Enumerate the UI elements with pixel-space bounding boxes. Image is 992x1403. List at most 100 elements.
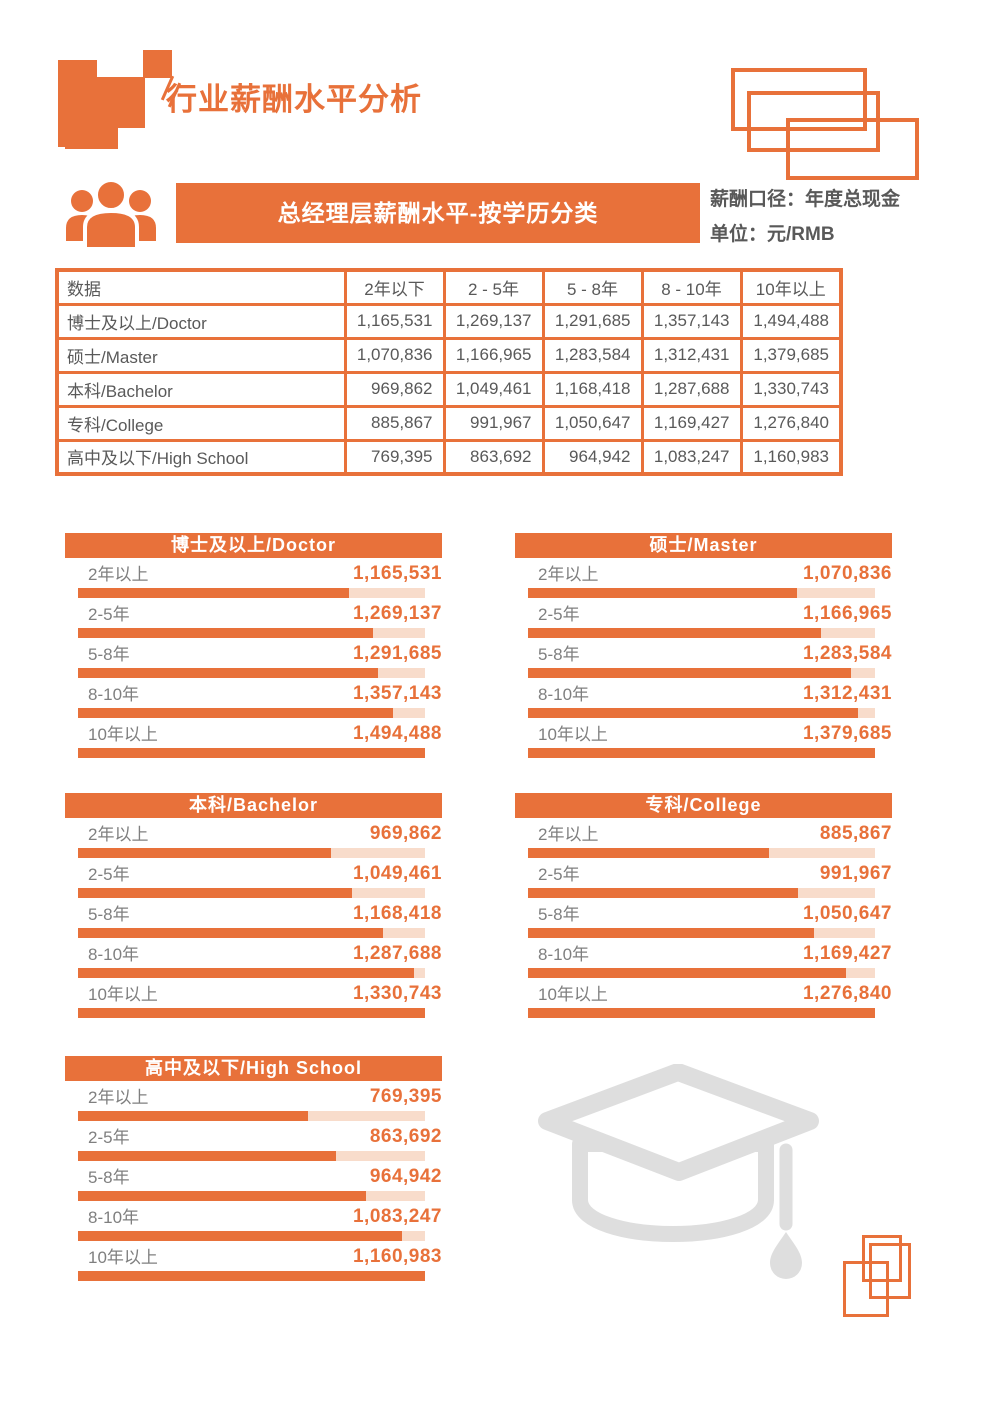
chart-row: 10年以上 1,379,685 (515, 718, 892, 758)
chart-value-label: 863,692 (369, 1126, 442, 1147)
table-cell-value: 1,083,247 (640, 438, 743, 476)
chart-bar-fill (78, 1111, 308, 1121)
chart-bar-fill (78, 928, 383, 938)
chart-bar-track (78, 848, 425, 858)
table-header-row: 数据 2年以下 2 - 5年 5 - 8年 8 - 10年 10年以上 (55, 268, 843, 306)
chart-value-label: 964,942 (369, 1166, 442, 1187)
chart-row-labels: 2-5年 863,692 (65, 1124, 442, 1148)
deco-square-outline (869, 1243, 911, 1299)
chart-bar-fill (528, 708, 859, 718)
section-banner: 总经理层薪酬水平-按学历分类 (176, 183, 700, 243)
chart-value-label: 1,168,418 (352, 903, 442, 924)
chart-value-label: 1,494,488 (352, 723, 442, 744)
table-cell-value: 1,169,427 (640, 404, 743, 442)
chart-category-label: 8-10年 (538, 685, 590, 704)
chart-row: 10年以上 1,494,488 (65, 718, 442, 758)
chart-bar-fill (78, 968, 414, 978)
table-cell-value: 1,050,647 (541, 404, 644, 442)
chart-bar-fill (528, 748, 875, 758)
table-cell-value: 964,942 (541, 438, 644, 476)
table-row-label: 硕士/Master (55, 336, 347, 374)
chart-category-label: 5-8年 (88, 905, 130, 924)
table-cell-value: 1,166,965 (442, 336, 545, 374)
chart-bar-track (528, 628, 875, 638)
chart-bar-track (78, 1008, 425, 1018)
page-title: 行业薪酬水平分析 (166, 82, 422, 117)
graduation-cap-icon (538, 1064, 819, 1279)
table-cell-value: 969,862 (343, 370, 446, 408)
note-unit: 单位：元/RMB (710, 224, 835, 245)
salary-table-head: 数据 2年以下 2 - 5年 5 - 8年 8 - 10年 10年以上 (55, 268, 843, 306)
chart-bar-fill (528, 628, 822, 638)
table-cell-value: 1,269,137 (442, 302, 545, 340)
chart-row-labels: 10年以上 1,276,840 (515, 981, 892, 1005)
chart-high-school: 高中及以下/High School 2年以上 769,395 2-5年 863,692 5… (65, 1056, 442, 1281)
chart-row: 10年以上 1,276,840 (515, 978, 892, 1018)
people-group-icon (66, 178, 156, 251)
chart-value-label: 1,165,531 (352, 563, 442, 584)
chart-row: 2-5年 863,692 (65, 1121, 442, 1161)
chart-value-label: 885,867 (819, 823, 892, 844)
chart-bar-fill (78, 1271, 425, 1281)
chart-bar-fill (78, 1008, 425, 1018)
chart-row-labels: 5-8年 1,283,584 (515, 641, 892, 665)
table-header-tenure: 2 - 5年 (442, 268, 545, 306)
chart-row-labels: 2-5年 1,049,461 (65, 861, 442, 885)
chart-bar-fill (78, 628, 373, 638)
chart-bar-track (78, 1111, 425, 1121)
chart-row-labels: 5-8年 964,942 (65, 1164, 442, 1188)
chart-category-label: 2年以上 (88, 825, 149, 844)
chart-value-label: 969,862 (369, 823, 442, 844)
chart-category-label: 10年以上 (538, 725, 608, 744)
chart-category-label: 2年以上 (538, 825, 599, 844)
chart-row: 2年以上 885,867 (515, 818, 892, 858)
table-header-data: 数据 (55, 268, 347, 306)
chart-bar-fill (528, 668, 851, 678)
chart-category-label: 2年以上 (538, 565, 599, 584)
chart-category-label: 10年以上 (88, 1248, 158, 1267)
chart-category-label: 8-10年 (88, 685, 140, 704)
table-cell-value: 769,395 (343, 438, 446, 476)
chart-value-label: 1,049,461 (352, 863, 442, 884)
chart-bar-track (78, 588, 425, 598)
chart-bar-track (528, 848, 875, 858)
chart-row: 8-10年 1,169,427 (515, 938, 892, 978)
table-cell-value: 1,168,418 (541, 370, 644, 408)
chart-value-label: 1,050,647 (802, 903, 892, 924)
chart-row-labels: 2年以上 969,862 (65, 821, 442, 845)
chart-bar-fill (78, 1151, 337, 1161)
table-cell-value: 1,165,531 (343, 302, 446, 340)
chart-bar-track (528, 708, 875, 718)
chart-row-labels: 8-10年 1,169,427 (515, 941, 892, 965)
chart-bar-fill (528, 1008, 875, 1018)
chart-bar-track (528, 888, 875, 898)
chart-value-label: 1,169,427 (802, 943, 892, 964)
chart-bar-fill (78, 888, 352, 898)
chart-row: 2年以上 769,395 (65, 1081, 442, 1121)
deco-rect (731, 68, 867, 131)
chart-row: 2-5年 1,166,965 (515, 598, 892, 638)
table-header-tenure: 2年以下 (343, 268, 446, 306)
chart-row-labels: 2年以上 769,395 (65, 1084, 442, 1108)
chart-category-label: 10年以上 (88, 985, 158, 1004)
chart-row: 2-5年 1,049,461 (65, 858, 442, 898)
chart-row-labels: 8-10年 1,287,688 (65, 941, 442, 965)
chart-row-labels: 8-10年 1,312,431 (515, 681, 892, 705)
chart-value-label: 1,291,685 (352, 643, 442, 664)
chart-value-label: 1,166,965 (802, 603, 892, 624)
table-cell-value: 1,291,685 (541, 302, 644, 340)
chart-value-label: 1,357,143 (352, 683, 442, 704)
chart-bar-fill (528, 928, 814, 938)
chart-category-label: 2年以上 (88, 565, 149, 584)
chart-bar-track (528, 968, 875, 978)
table-row-label: 专科/College (55, 404, 347, 442)
table-row: 硕士/Master 1,070,836 1,166,965 1,283,584 1,31… (55, 336, 843, 374)
chart-title: 本科/Bachelor (65, 793, 442, 818)
chart-row: 8-10年 1,287,688 (65, 938, 442, 978)
chart-value-label: 991,967 (819, 863, 892, 884)
table-row: 本科/Bachelor 969,862 1,049,461 1,168,418 1,28… (55, 370, 843, 408)
notes: 薪酬口径：年度总现金 单位：元/RMB (710, 182, 900, 252)
chart-title: 硕士/Master (515, 533, 892, 558)
chart-row: 5-8年 964,942 (65, 1161, 442, 1201)
